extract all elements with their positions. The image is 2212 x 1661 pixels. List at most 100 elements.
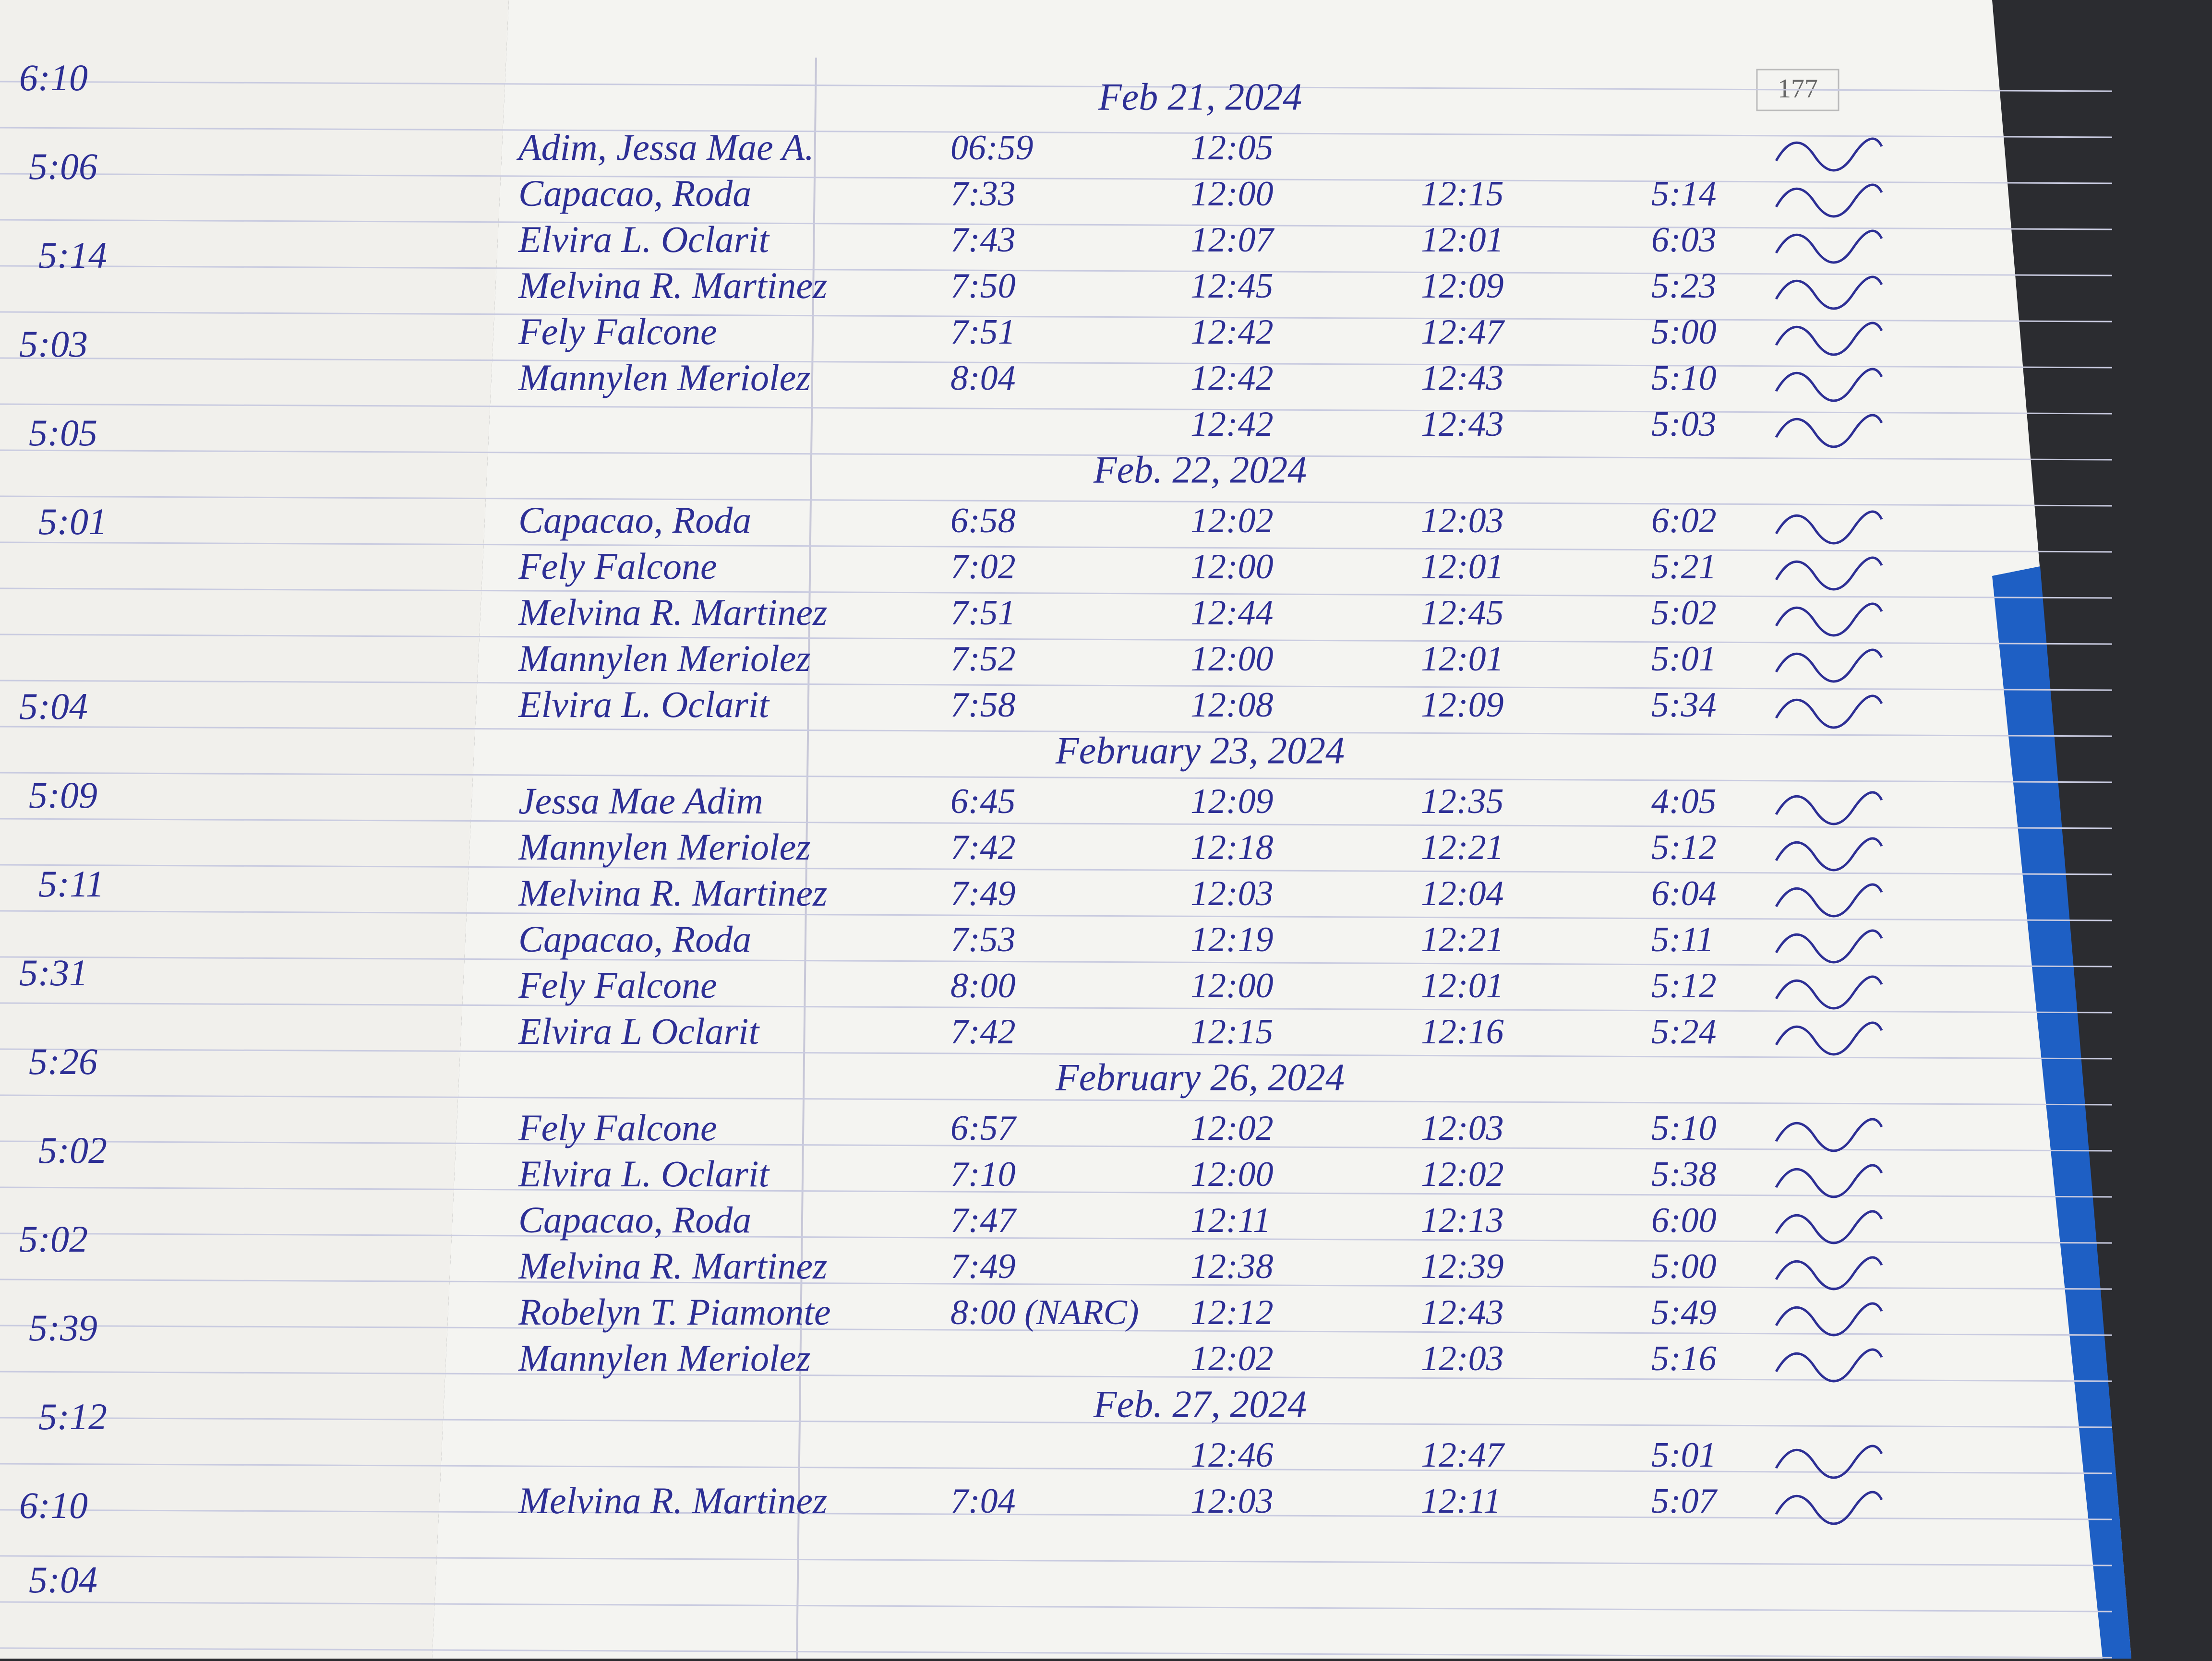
- rule-line: [0, 541, 2113, 553]
- time-entry: 12:01: [1421, 966, 1504, 1005]
- rule-line: [0, 81, 2113, 92]
- time-entry: 12:08: [1190, 685, 1274, 725]
- time-entry: 12:38: [1190, 1247, 1274, 1286]
- time-entry: 12:43: [1421, 1293, 1504, 1332]
- rule-line: [0, 1279, 2113, 1290]
- left-time: 5:11: [38, 863, 104, 905]
- rule-line: [0, 1325, 2113, 1336]
- left-time: 5:02: [19, 1218, 88, 1260]
- left-time: 5:05: [29, 412, 97, 454]
- time-entry: 12:16: [1421, 1012, 1504, 1052]
- time-entry: 5:21: [1651, 547, 1717, 586]
- signature: [1775, 883, 1883, 918]
- time-entry: 12:01: [1421, 547, 1504, 586]
- signature: [1775, 1164, 1883, 1198]
- left-time: 6:10: [19, 57, 88, 98]
- time-entry: 7:33: [950, 174, 1016, 214]
- left-time: 5:12: [38, 1396, 107, 1437]
- time-entry: 7:49: [950, 874, 1016, 913]
- rule-line: [0, 265, 2113, 276]
- signature: [1775, 275, 1883, 310]
- left-time: 5:39: [29, 1307, 97, 1349]
- time-entry: 06:59: [950, 128, 1034, 167]
- time-entry: 12:03: [1421, 1339, 1504, 1378]
- time-entry: 12:03: [1190, 1482, 1274, 1521]
- employee-name: Capacao, Roda: [518, 172, 751, 214]
- left-time: 5:01: [38, 501, 107, 542]
- employee-name: Elvira L. Oclarit: [518, 1153, 770, 1195]
- employee-name: Mannylen Meriolez: [518, 637, 811, 679]
- time-entry: 12:04: [1421, 874, 1504, 913]
- time-entry: 6:02: [1651, 501, 1717, 540]
- left-time: 5:26: [29, 1040, 97, 1082]
- time-entry: 12:09: [1421, 685, 1504, 725]
- time-entry: 12:00: [1190, 547, 1274, 586]
- time-entry: 5:01: [1651, 639, 1717, 679]
- time-entry: 12:00: [1190, 1155, 1274, 1194]
- time-entry: 12:21: [1421, 920, 1504, 959]
- time-entry: 12:01: [1421, 220, 1504, 260]
- section-date: Feb 21, 2024: [1098, 76, 1302, 118]
- time-entry: 5:49: [1651, 1293, 1717, 1332]
- rule-line: [0, 818, 2113, 829]
- time-entry: 7:42: [950, 1012, 1016, 1052]
- time-entry: 5:03: [1651, 405, 1717, 444]
- rule-line: [0, 587, 2113, 599]
- time-entry: 12:11: [1421, 1482, 1501, 1521]
- employee-name: Melvina R. Martinez: [518, 1245, 827, 1287]
- rule-line: [0, 1555, 2113, 1566]
- left-time: 5:04: [29, 1559, 97, 1601]
- employee-name: Jessa Mae Adim: [518, 780, 763, 822]
- rule-line: [0, 1232, 2113, 1244]
- employee-name: Fely Falcone: [518, 964, 717, 1006]
- time-entry: 5:10: [1651, 358, 1717, 398]
- time-entry: 12:45: [1421, 593, 1504, 633]
- time-entry: 12:43: [1421, 405, 1504, 444]
- time-entry: 8:04: [950, 358, 1016, 398]
- time-entry: 12:02: [1190, 501, 1274, 540]
- time-entry: 5:12: [1651, 966, 1717, 1005]
- employee-name: Melvina R. Martinez: [518, 872, 827, 914]
- time-entry: 5:02: [1651, 593, 1717, 633]
- time-entry: 5:38: [1651, 1155, 1717, 1194]
- time-entry: 6:57: [950, 1109, 1017, 1148]
- time-entry: 5:11: [1651, 920, 1714, 959]
- time-entry: 7:10: [950, 1155, 1016, 1194]
- left-time: 5:14: [38, 234, 107, 276]
- employee-name: Capacao, Roda: [518, 1199, 751, 1241]
- time-entry: 5:07: [1651, 1482, 1718, 1521]
- rule-line: [0, 864, 2113, 875]
- time-entry: 12:35: [1421, 782, 1504, 821]
- time-entry: 12:01: [1421, 639, 1504, 679]
- time-entry: 5:16: [1651, 1339, 1717, 1378]
- time-entry: 7:50: [950, 266, 1016, 306]
- notebook-cover: [1992, 566, 2131, 1659]
- time-entry: 12:42: [1190, 358, 1274, 398]
- employee-name: Melvina R. Martinez: [518, 264, 827, 306]
- rule-line: [0, 1601, 2113, 1613]
- ruled-lines: [0, 81, 2113, 1659]
- signature: [1775, 648, 1883, 683]
- time-entry: 12:03: [1421, 501, 1504, 540]
- time-entry: 12:05: [1190, 128, 1274, 167]
- time-entry: 12:21: [1421, 828, 1504, 867]
- left-time: 5:03: [19, 323, 88, 365]
- signature: [1775, 137, 1883, 172]
- rule-line: [0, 633, 2113, 645]
- rule-line: [0, 772, 2113, 783]
- signature: [1775, 183, 1883, 218]
- employee-name: Elvira L. Oclarit: [518, 218, 770, 260]
- employee-name: Robelyn T. Piamonte: [518, 1291, 831, 1333]
- rule-line: [0, 1048, 2113, 1060]
- employee-name: Melvina R. Martinez: [518, 591, 827, 633]
- signature: [1775, 368, 1883, 402]
- time-entry: 6:45: [950, 782, 1016, 821]
- time-entry: 5:01: [1651, 1435, 1717, 1475]
- time-entry: 12:44: [1190, 593, 1274, 633]
- employee-name: Adim, Jessa Mae A.: [516, 126, 814, 168]
- margin-line: [796, 57, 817, 1659]
- rule-line: [0, 1094, 2113, 1106]
- signature: [1775, 602, 1883, 637]
- rule-line: [0, 449, 2113, 461]
